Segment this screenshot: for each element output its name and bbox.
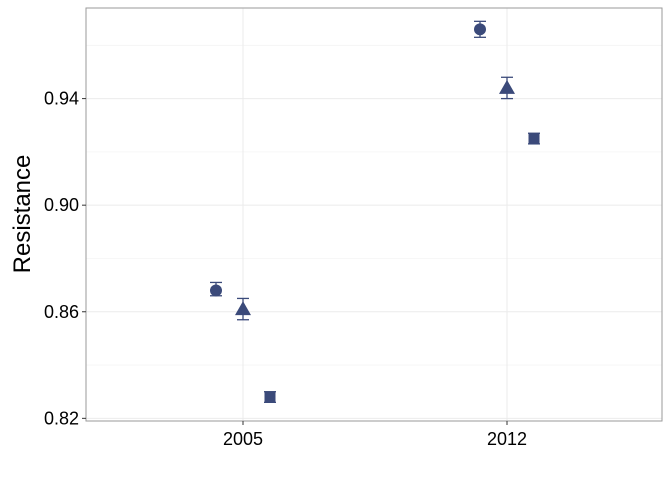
data-marks [210, 20, 540, 403]
y-tick-label: 0.82 [44, 408, 79, 428]
y-tick-label: 0.90 [44, 195, 79, 215]
axes: 0.82 0.86 0.90 0.94 2005 2012 [44, 89, 527, 449]
triangle-point [499, 79, 515, 94]
panel-border [85, 7, 663, 422]
x-tick-label: 2005 [223, 429, 263, 449]
y-axis-title: Resistance [9, 155, 36, 274]
grid-lines [86, 8, 662, 421]
y-tick-label: 0.86 [44, 302, 79, 322]
circle-point [210, 284, 222, 297]
y-tick-label: 0.94 [44, 89, 79, 109]
square-point [264, 391, 276, 403]
triangle-point [235, 301, 251, 316]
circle-point [474, 23, 486, 36]
square-point [528, 133, 540, 145]
x-tick-label: 2012 [487, 429, 527, 449]
